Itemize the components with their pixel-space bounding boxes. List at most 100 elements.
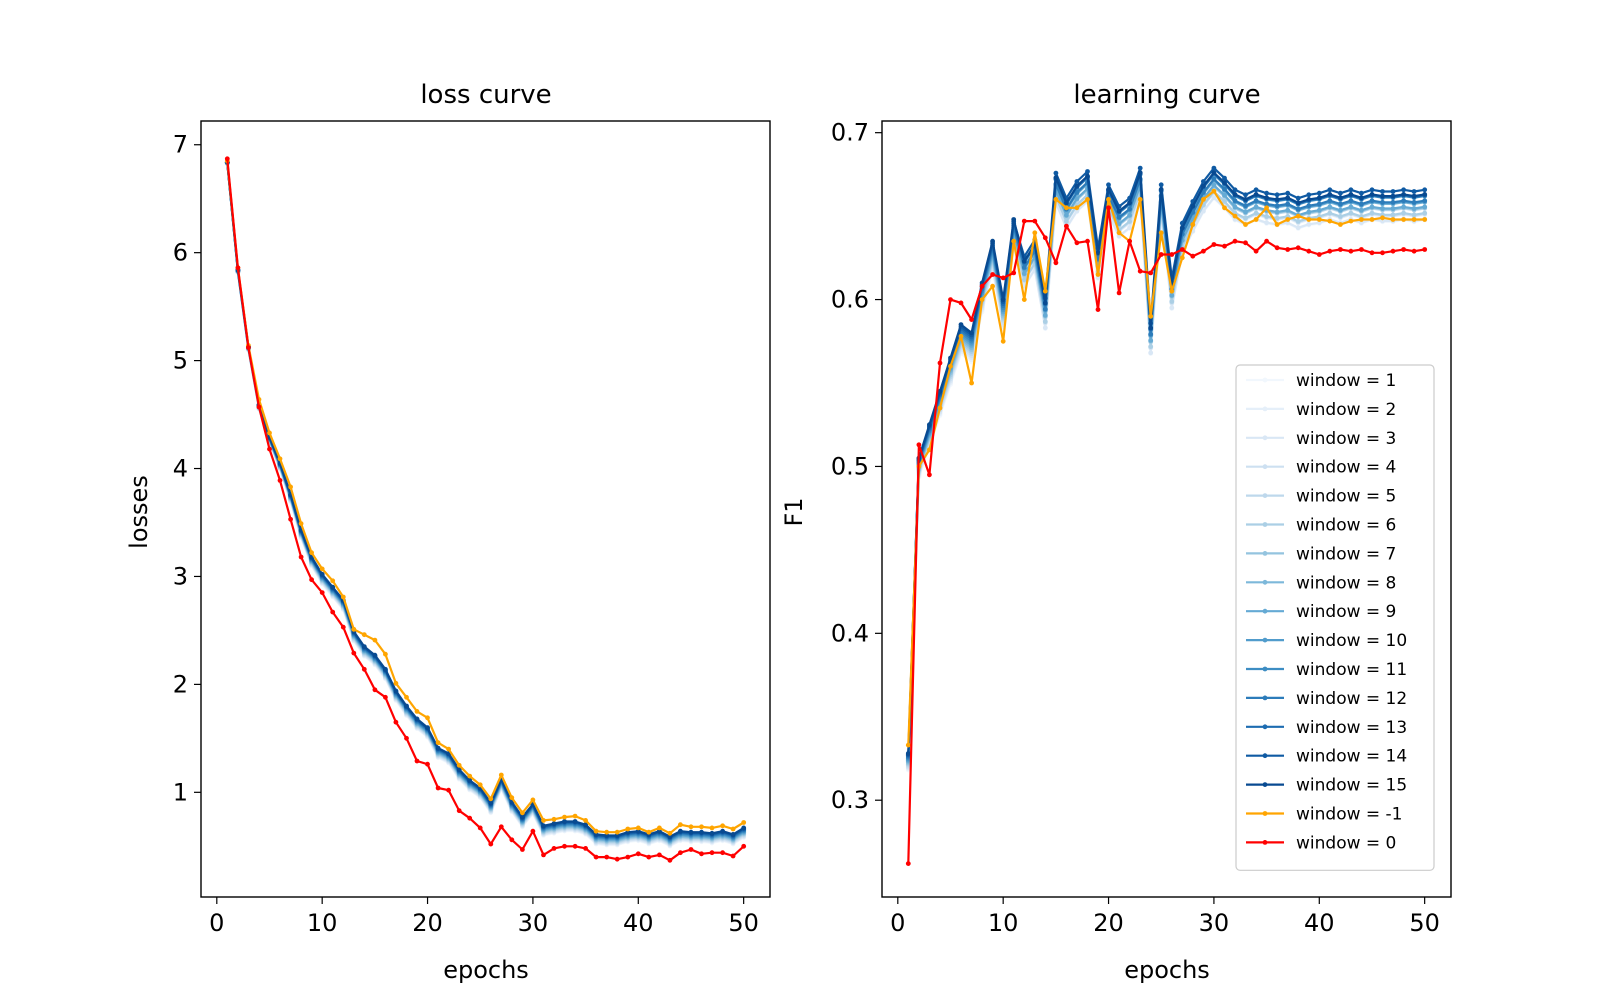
data-point bbox=[1064, 212, 1069, 218]
data-point bbox=[1369, 217, 1375, 222]
data-point bbox=[509, 837, 515, 843]
data-point bbox=[530, 797, 536, 803]
data-point bbox=[720, 823, 725, 829]
data-point bbox=[979, 297, 985, 302]
data-point bbox=[958, 333, 964, 339]
data-point bbox=[1095, 250, 1101, 256]
data-point bbox=[1369, 198, 1375, 204]
data-point bbox=[1158, 252, 1164, 257]
data-point bbox=[267, 430, 272, 436]
data-point bbox=[688, 824, 694, 830]
data-point bbox=[905, 861, 911, 866]
data-point bbox=[1369, 204, 1375, 210]
data-point bbox=[1032, 218, 1038, 224]
legend-marker bbox=[1262, 840, 1268, 845]
x-tick-label: 40 bbox=[623, 909, 654, 937]
data-point bbox=[1285, 207, 1291, 213]
x-tick-label: 10 bbox=[307, 909, 338, 937]
data-point bbox=[1306, 197, 1312, 202]
data-point bbox=[1243, 203, 1248, 209]
data-point bbox=[319, 566, 325, 572]
legend-marker bbox=[1262, 695, 1268, 701]
data-point bbox=[646, 829, 652, 835]
data-point bbox=[1295, 195, 1301, 201]
data-point bbox=[1327, 198, 1333, 204]
learning-curve-x-ticks: 0 10 20 30 40 50 bbox=[890, 897, 1440, 937]
data-point bbox=[1411, 217, 1417, 222]
data-point bbox=[730, 832, 736, 837]
data-point bbox=[404, 703, 409, 709]
data-point bbox=[1369, 250, 1375, 256]
legend-label: window = -1 bbox=[1296, 805, 1403, 825]
data-point bbox=[1316, 195, 1322, 201]
data-point bbox=[614, 856, 620, 862]
data-point bbox=[383, 694, 388, 700]
data-point bbox=[635, 825, 641, 831]
y-tick-label: 2 bbox=[173, 670, 188, 698]
data-point bbox=[1127, 219, 1132, 224]
data-point bbox=[498, 824, 504, 830]
data-point bbox=[1348, 248, 1354, 254]
data-point bbox=[393, 719, 399, 725]
data-point bbox=[1211, 170, 1217, 176]
data-point bbox=[1021, 218, 1027, 224]
data-point bbox=[635, 828, 641, 834]
data-point bbox=[1253, 210, 1259, 216]
data-point bbox=[372, 637, 378, 643]
data-point bbox=[351, 626, 357, 632]
data-point bbox=[1137, 268, 1143, 274]
learning-curve-y-label: F1 bbox=[780, 497, 808, 526]
data-point bbox=[330, 584, 336, 590]
y-tick-label: 0.7 bbox=[831, 119, 869, 147]
data-point bbox=[625, 854, 631, 860]
data-point bbox=[583, 846, 588, 851]
data-point bbox=[1285, 190, 1291, 196]
data-point bbox=[1390, 206, 1396, 211]
data-point bbox=[1106, 187, 1111, 192]
data-point bbox=[1158, 182, 1164, 188]
legend-marker bbox=[1262, 811, 1268, 816]
data-point bbox=[1053, 175, 1059, 181]
data-point bbox=[1264, 214, 1269, 219]
data-point bbox=[1264, 205, 1269, 211]
data-point bbox=[1274, 209, 1280, 215]
data-point bbox=[1232, 213, 1238, 219]
data-point bbox=[1306, 217, 1312, 222]
data-point bbox=[1411, 248, 1417, 254]
data-point bbox=[1380, 250, 1385, 256]
data-point bbox=[1380, 215, 1385, 221]
legend-marker bbox=[1262, 782, 1268, 787]
data-point bbox=[720, 828, 725, 834]
data-point bbox=[224, 156, 230, 162]
data-point bbox=[1042, 319, 1048, 324]
loss-curve-x-ticks: 0 10 20 30 40 50 bbox=[209, 897, 759, 937]
learning-curve-x-label: epochs bbox=[1124, 956, 1210, 984]
legend-label: window = 2 bbox=[1296, 400, 1396, 420]
data-point bbox=[1327, 187, 1333, 193]
x-tick-label: 50 bbox=[1409, 909, 1440, 937]
data-point bbox=[678, 828, 683, 834]
data-point bbox=[1074, 179, 1080, 184]
data-point bbox=[404, 694, 409, 700]
data-point bbox=[1232, 192, 1238, 197]
data-point bbox=[1085, 197, 1090, 202]
data-point bbox=[1042, 300, 1048, 306]
legend-marker bbox=[1262, 377, 1268, 383]
data-point bbox=[309, 577, 314, 583]
data-point bbox=[1000, 275, 1006, 281]
data-point bbox=[1422, 247, 1428, 252]
learning-curve-title: learning curve bbox=[1073, 80, 1260, 110]
data-point bbox=[1327, 204, 1333, 210]
data-point bbox=[604, 833, 610, 838]
data-point bbox=[298, 521, 304, 526]
data-point bbox=[1106, 205, 1111, 211]
data-point bbox=[488, 796, 494, 802]
data-point bbox=[1232, 238, 1238, 244]
data-point bbox=[1243, 192, 1248, 198]
data-point bbox=[1179, 247, 1185, 252]
data-point bbox=[393, 680, 399, 686]
legend-box bbox=[1235, 364, 1435, 871]
data-point bbox=[583, 822, 588, 828]
legend-marker bbox=[1262, 435, 1268, 441]
data-point bbox=[657, 852, 662, 858]
